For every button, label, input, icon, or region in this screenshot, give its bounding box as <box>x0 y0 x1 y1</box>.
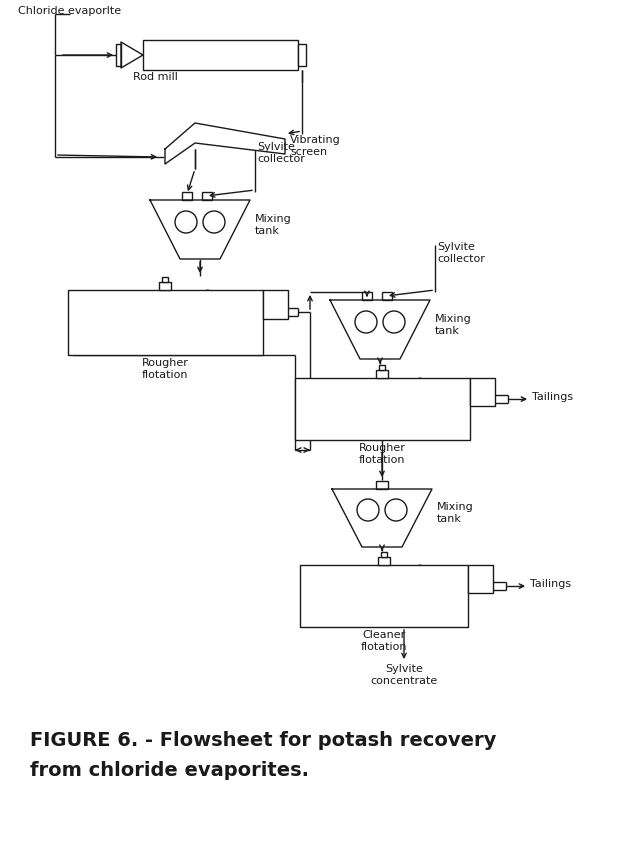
Text: Mixing
tank: Mixing tank <box>437 503 474 524</box>
Text: Sylvite
collector: Sylvite collector <box>257 142 305 164</box>
Text: Chloride evaporlte: Chloride evaporlte <box>18 6 121 16</box>
Text: from chloride evaporites.: from chloride evaporites. <box>30 761 309 780</box>
Bar <box>376 481 388 489</box>
Bar <box>362 292 372 300</box>
Bar <box>381 552 387 557</box>
Polygon shape <box>150 200 250 259</box>
Bar <box>300 565 468 627</box>
Bar <box>298 44 306 66</box>
Polygon shape <box>332 489 432 547</box>
Text: Tailings: Tailings <box>532 392 573 402</box>
Bar <box>159 282 171 290</box>
Polygon shape <box>165 123 285 164</box>
Bar <box>263 290 288 319</box>
Polygon shape <box>121 42 143 68</box>
Bar <box>143 40 298 70</box>
Text: Mixing
tank: Mixing tank <box>435 314 471 336</box>
Bar <box>468 565 493 593</box>
Bar <box>382 292 392 300</box>
Bar <box>376 370 388 378</box>
Text: Rod mill: Rod mill <box>133 72 177 82</box>
Bar <box>116 44 121 66</box>
Text: Mixing
tank: Mixing tank <box>255 214 292 236</box>
Bar <box>295 378 470 440</box>
Bar <box>378 557 390 565</box>
Text: Rougher
flotation: Rougher flotation <box>359 443 405 464</box>
Text: Cleaner
flotation: Cleaner flotation <box>360 630 407 651</box>
Text: FIGURE 6. - Flowsheet for potash recovery: FIGURE 6. - Flowsheet for potash recover… <box>30 731 496 750</box>
Bar <box>162 277 168 282</box>
Polygon shape <box>330 300 430 359</box>
Text: Vibrating
screen: Vibrating screen <box>290 135 341 156</box>
Text: Sylvite
collector: Sylvite collector <box>437 242 485 263</box>
Bar <box>379 365 385 370</box>
Text: Tailings: Tailings <box>530 579 571 589</box>
Bar <box>182 192 192 200</box>
Bar <box>68 290 263 355</box>
Bar <box>202 192 212 200</box>
Text: Sylvite
concentrate: Sylvite concentrate <box>371 664 438 686</box>
Text: Rougher
flotation: Rougher flotation <box>142 358 188 380</box>
Bar <box>470 378 495 406</box>
